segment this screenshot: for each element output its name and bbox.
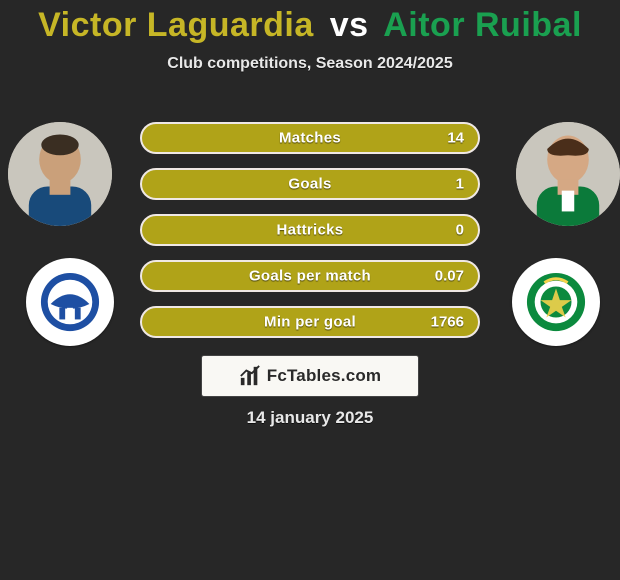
page-title: Victor Laguardia vs Aitor Ruibal [0, 0, 620, 45]
stat-row: Goals per match0.07 [140, 260, 480, 292]
stat-label: Min per goal [142, 314, 478, 331]
stat-row: Min per goal1766 [140, 306, 480, 338]
stat-row: Goals1 [140, 168, 480, 200]
subtitle: Club competitions, Season 2024/2025 [0, 55, 620, 73]
person-icon [516, 122, 620, 226]
stat-label: Matches [142, 130, 478, 147]
snapshot-date: 14 january 2025 [0, 408, 620, 428]
brand-badge: FcTables.com [201, 355, 419, 397]
crest-icon [525, 271, 587, 333]
stat-value: 0.07 [435, 268, 464, 285]
bars-chart-icon [239, 365, 261, 387]
stat-row: Hattricks0 [140, 214, 480, 246]
stat-label: Goals per match [142, 268, 478, 285]
stat-value: 1766 [431, 314, 464, 331]
player1-avatar [8, 122, 112, 226]
crest-icon [39, 271, 101, 333]
player2-club-crest [512, 258, 600, 346]
brand-text: FcTables.com [267, 366, 382, 386]
person-icon [8, 122, 112, 226]
comparison-card: Victor Laguardia vs Aitor Ruibal Club co… [0, 0, 620, 580]
stat-label: Goals [142, 176, 478, 193]
stat-label: Hattricks [142, 222, 478, 239]
player2-name: Aitor Ruibal [383, 6, 582, 44]
stat-value: 14 [447, 130, 464, 147]
stat-row: Matches14 [140, 122, 480, 154]
stat-bars: Matches14 Goals1 Hattricks0 Goals per match… [140, 122, 480, 352]
player1-club-crest [26, 258, 114, 346]
vs-label: vs [330, 6, 369, 44]
player1-name: Victor Laguardia [38, 6, 314, 44]
player2-avatar [516, 122, 620, 226]
stat-value: 1 [456, 176, 464, 193]
stat-value: 0 [456, 222, 464, 239]
